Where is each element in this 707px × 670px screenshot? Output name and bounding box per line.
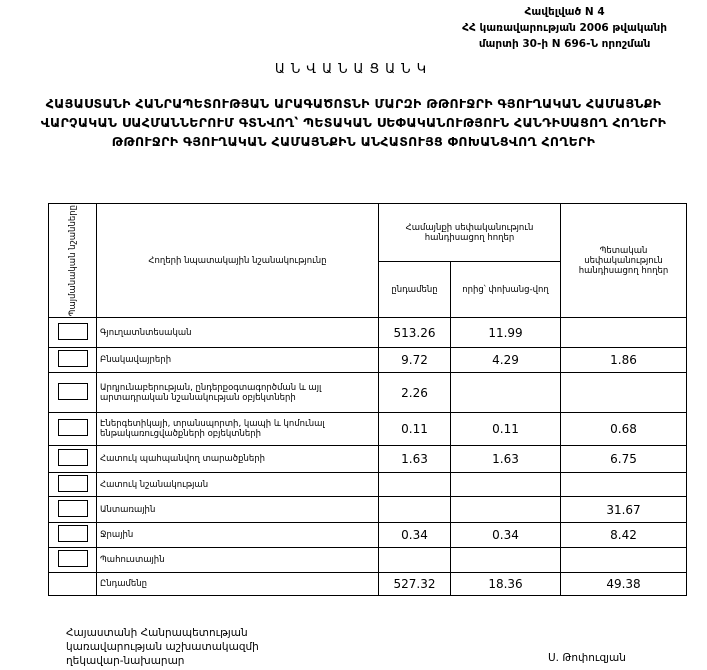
table-row: Արդյունաբերության, ընդերքօգտագործման և ա… xyxy=(48,372,687,414)
heading-line: ՎԱՐՉԱԿԱՆ ՍԱՀՄԱՆՆԵՐՈՒՄ ԳՏՆՎՈՂ՝ ՊԵՏԱԿԱՆ ՍԵ… xyxy=(40,115,667,130)
value-cell: 0.11 xyxy=(450,412,561,447)
symbol-cell xyxy=(48,522,97,549)
symbol-box xyxy=(57,499,88,517)
header-cell: Հողերի նպատակային նշանակությունը xyxy=(96,202,379,319)
value-cell: 6.75 xyxy=(560,445,687,474)
symbol-cell xyxy=(48,572,97,597)
purpose-cell: Ընդամենը xyxy=(96,572,379,597)
value-cell xyxy=(560,472,687,498)
table-row: Հատուկ նշանակության xyxy=(48,472,687,498)
purpose-cell: Հատուկ նշանակության xyxy=(96,472,379,498)
table-row: Ընդամենը 527.32 18.36 49.38 xyxy=(48,572,687,597)
table-row: Ջրային 0.34 0.34 8.42 xyxy=(48,522,687,549)
value-cell xyxy=(450,472,561,498)
footer-position: Հայաստանի Հանրապետության կառավարության ա… xyxy=(66,626,259,668)
value-cell xyxy=(378,547,451,574)
value-cell: 8.42 xyxy=(560,522,687,549)
value-cell: 527.32 xyxy=(378,572,451,597)
symbol-box xyxy=(57,525,88,543)
value-cell xyxy=(378,472,451,498)
value-cell: 0.68 xyxy=(560,412,687,447)
table-row: Էներգետիկայի, տրանսպորտի, կապի և կոմունա… xyxy=(48,412,687,447)
purpose-cell: Էներգետիկայի, տրանսպորտի, կապի և կոմունա… xyxy=(96,412,379,447)
symbol-cell xyxy=(48,547,97,574)
table-row: Հատուկ պահպանվող տարածքների 1.63 1.63 6.75 xyxy=(48,445,687,474)
purpose-cell: Անտառային xyxy=(96,496,379,524)
value-cell xyxy=(560,372,687,414)
value-cell xyxy=(378,496,451,524)
symbol-cell xyxy=(48,412,97,447)
symbol-box xyxy=(57,382,88,400)
value-cell: 513.26 xyxy=(378,317,451,349)
value-cell: 0.11 xyxy=(378,412,451,447)
value-cell: 31.67 xyxy=(560,496,687,524)
annex-note: Հավելված N 4 ՀՀ կառավարության 2006 թվակա… xyxy=(462,4,667,52)
symbol-cell xyxy=(48,372,97,414)
footer-line: Հայաստանի Հանրապետության xyxy=(66,627,248,639)
symbol-box xyxy=(57,550,88,568)
symbol-cell xyxy=(48,472,97,498)
header-cell: որից՝ փոխանց-վող xyxy=(450,261,561,319)
doc-heading: ՀԱՅԱՍՏԱՆԻ ՀԱՆՐԱՊԵՏՈՒԹՅԱՆ ԱՐԱԳԱԾՈՏՆԻ ՄԱՐԶ… xyxy=(0,94,707,151)
value-cell: 1.63 xyxy=(450,445,561,474)
symbol-box xyxy=(57,419,88,437)
value-cell xyxy=(450,496,561,524)
land-table: Պայմանական նշանները Հողերի նպատակային նշ… xyxy=(48,202,687,597)
value-cell xyxy=(450,372,561,414)
value-cell: 1.63 xyxy=(378,445,451,474)
annex-line: ՀՀ կառավարության 2006 թվականի xyxy=(462,22,667,34)
purpose-cell: Բնակավայրերի xyxy=(96,347,379,374)
table-row: Բնակավայրերի 9.72 4.29 1.86 xyxy=(48,347,687,374)
table-row: Անտառային 31.67 xyxy=(48,496,687,524)
value-cell: 0.34 xyxy=(378,522,451,549)
footer-signature: Ս. Թոփուզյան xyxy=(548,652,626,664)
header-cell: Պետական սեփականություն հանդիսացող հողեր xyxy=(560,202,687,319)
symbol-box xyxy=(57,449,88,467)
heading-line: ՀԱՅԱՍՏԱՆԻ ՀԱՆՐԱՊԵՏՈՒԹՅԱՆ ԱՐԱԳԱԾՈՏՆԻ ՄԱՐԶ… xyxy=(45,96,662,111)
symbol-cell xyxy=(48,445,97,474)
value-cell: 18.36 xyxy=(450,572,561,597)
symbol-cell xyxy=(48,496,97,524)
purpose-cell: Հատուկ պահպանվող տարածքների xyxy=(96,445,379,474)
doc-title: ԱՆՎԱՆԱՑԱՆԿ xyxy=(274,62,433,77)
value-cell: 1.86 xyxy=(560,347,687,374)
table-row: Պահուստային xyxy=(48,547,687,574)
footer-line: ղեկավար-նախարար xyxy=(66,655,185,667)
purpose-cell: Գյուղատնտեսական xyxy=(96,317,379,349)
value-cell: 2.26 xyxy=(378,372,451,414)
symbol-box xyxy=(57,474,88,492)
value-cell xyxy=(450,547,561,574)
annex-line: մարտի 30-ի N 696-Ն որոշման xyxy=(478,38,651,50)
value-cell: 9.72 xyxy=(378,347,451,374)
value-cell: 4.29 xyxy=(450,347,561,374)
value-cell: 0.34 xyxy=(450,522,561,549)
value-cell xyxy=(560,317,687,349)
annex-line: Հավելված N 4 xyxy=(524,6,605,18)
symbol-box xyxy=(57,322,88,340)
symbol-cell xyxy=(48,347,97,374)
purpose-cell: Պահուստային xyxy=(96,547,379,574)
header-cell: Համայնքի սեփականություն հանդիսացող հողեր xyxy=(378,202,561,263)
value-cell: 11.99 xyxy=(450,317,561,349)
heading-line: ԹԹՈՒՋՐԻ ԳՅՈՒՂԱԿԱՆ ՀԱՄԱՅՆՔԻՆ ԱՆՀԱՏՈՒՅՑ ՓՈ… xyxy=(111,134,596,149)
symbol-box xyxy=(57,350,88,368)
header-text: Պայմանական նշանները xyxy=(67,205,78,317)
purpose-cell: Արդյունաբերության, ընդերքօգտագործման և ա… xyxy=(96,372,379,414)
header-cell: Պայմանական նշանները xyxy=(48,202,97,319)
header-cell: ընդամենը xyxy=(378,261,451,319)
value-cell xyxy=(560,547,687,574)
table-row: Գյուղատնտեսական 513.26 11.99 xyxy=(48,317,687,349)
symbol-cell xyxy=(48,317,97,349)
footer-line: կառավարության աշխատակազմի xyxy=(66,641,259,653)
value-cell: 49.38 xyxy=(560,572,687,597)
purpose-cell: Ջրային xyxy=(96,522,379,549)
